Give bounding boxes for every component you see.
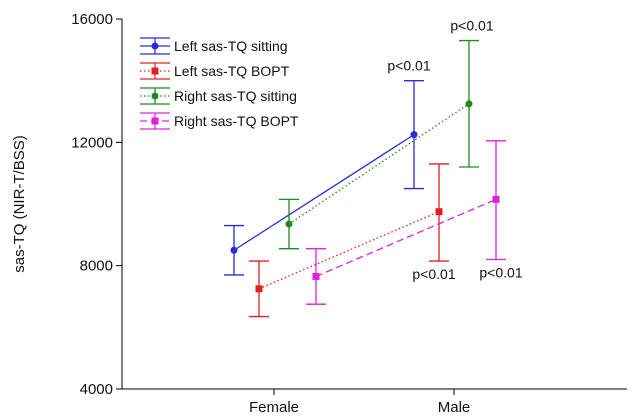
series-line [233,134,415,251]
legend: Left sas-TQ sitting Left sas-TQ BOPT Right… [140,37,299,130]
series-layer: p<0.01 p<0.01 p<0.01 p<0.01 [224,18,523,318]
series-line [258,211,440,290]
data-point [410,131,418,139]
data-point [230,246,238,254]
legend-item: Left sas-TQ BOPT [140,62,290,80]
y-tick-label: 8000 [80,258,113,275]
p-value-annotation: p<0.01 [387,58,430,74]
legend-label: Right sas-TQ BOPT [174,113,299,129]
legend-label: Left sas-TQ BOPT [174,63,290,79]
legend-marker [151,67,159,75]
legend-item: Left sas-TQ sitting [140,37,288,55]
p-value-annotation: p<0.01 [450,18,493,34]
axes: 4000 8000 12000 16000 Female Male sas-TQ (NIR-… [11,11,627,416]
series-1: p<0.01 [224,58,431,276]
data-point [465,100,473,108]
y-axis-label: sas-TQ (NIR-T/BSS) [11,135,28,273]
p-value-annotation: p<0.01 [479,265,522,281]
legend-item: Right sas-TQ BOPT [140,112,299,130]
legend-marker [151,42,159,50]
data-point [255,285,263,293]
legend-marker [151,117,159,125]
x-tick-label: Male [438,399,471,416]
series-2: p<0.01 [249,163,456,318]
series-3: p<0.01 [279,18,494,250]
data-point [312,272,320,280]
p-value-annotation: p<0.01 [412,266,455,282]
data-point [285,220,293,228]
legend-item: Right sas-TQ sitting [140,87,297,105]
series-line [315,198,497,278]
data-point [435,208,443,216]
y-tick-label: 12000 [71,134,113,151]
x-tick-label: Female [249,399,299,416]
y-tick-label: 16000 [71,11,113,28]
legend-label: Left sas-TQ sitting [174,38,288,54]
series-line [288,103,470,225]
legend-label: Right sas-TQ sitting [174,88,297,104]
data-point [492,195,500,203]
legend-marker [151,92,159,100]
series-4: p<0.01 [306,140,523,305]
y-tick-label: 4000 [80,381,113,398]
